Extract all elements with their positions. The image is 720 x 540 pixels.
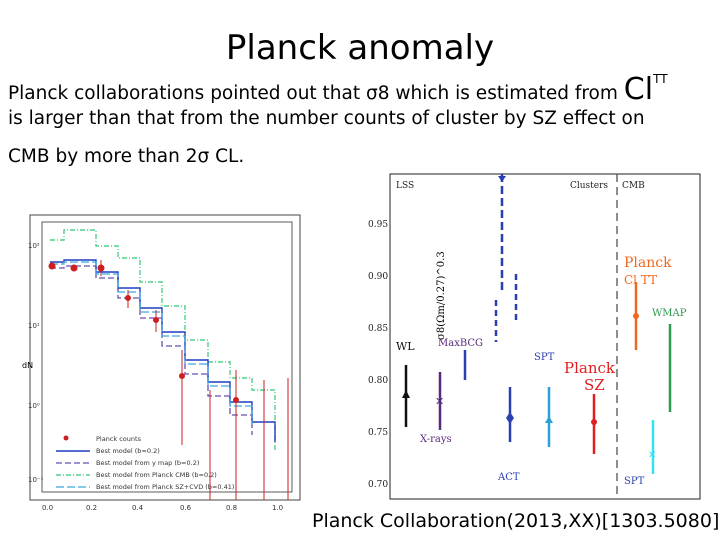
left-ytick-1: 10¹: [28, 322, 40, 330]
paragraph-line-3: CMB by more than 2σ CL.: [8, 146, 245, 167]
paragraph-text-1: Planck collaborations pointed out that σ…: [8, 83, 618, 104]
svg-text:✕: ✕: [648, 450, 656, 461]
left-green-model: [50, 229, 276, 450]
right-ytick-0: 0.70: [368, 480, 388, 490]
right-ytick-2: 0.80: [368, 376, 388, 386]
left-legend-0: Planck counts: [96, 435, 142, 443]
cl-superscript: TT: [653, 72, 668, 86]
cl-symbol: Cl: [623, 72, 654, 107]
right-label-spt-top: SPT: [534, 352, 555, 363]
right-label-sz: SZ: [584, 376, 605, 394]
right-ytick-5: 0.95: [368, 220, 388, 230]
right-label-clusters: Clusters: [570, 181, 608, 191]
left-xtick-2: 0.4: [132, 504, 144, 512]
right-label-wl: WL: [396, 340, 415, 353]
left-ytick-0: 10²: [28, 242, 40, 250]
paragraph-line-2: is larger than that from the number coun…: [8, 108, 645, 129]
right-xrays-marker: ✕: [435, 395, 444, 408]
right-ytick-4: 0.90: [368, 272, 388, 282]
left-legend-3: Best model from Planck CMB (b=0.2): [96, 471, 217, 479]
right-label-wmap: WMAP: [652, 308, 687, 319]
right-label-maxbcg: MaxBCG: [438, 338, 483, 349]
left-xtick-4: 0.8: [226, 504, 237, 512]
right-label-spt-bottom: SPT: [624, 476, 645, 487]
right-label-xrays: X-rays: [420, 434, 452, 445]
page-title: Planck anomaly: [225, 28, 495, 68]
left-ylabel: dN: [22, 361, 33, 370]
right-ytick-1: 0.75: [368, 428, 388, 438]
right-label-act: ACT: [497, 472, 520, 483]
left-xtick-0: 0.0: [42, 504, 53, 512]
left-cyan-model: [50, 261, 253, 424]
left-xtick-3: 0.6: [180, 504, 192, 512]
left-ytick-2: 10⁰: [28, 402, 40, 410]
right-label-cmb: CMB: [622, 181, 645, 191]
citation: Planck Collaboration(2013,XX)[1303.5080]: [312, 510, 720, 532]
right-label-planck-cl: Planck: [624, 255, 672, 271]
right-label-planck-sz: Planck: [564, 359, 616, 377]
left-legend-4: Best model from Planck SZ+CVD (b=0.41): [96, 483, 234, 491]
left-plot: dN 10² 10¹ 10⁰ 10⁻¹ 0.0 0.2 0.4 0.6 0.8 …: [22, 214, 301, 512]
left-planck-counts: [48, 260, 289, 500]
right-label-lss: LSS: [396, 181, 414, 191]
right-label-cl: Cl TT: [624, 273, 657, 287]
right-ylabel: σ8(Ωm/0.27)^0.3: [436, 251, 447, 340]
left-xtick-1: 0.2: [86, 504, 97, 512]
left-ytick-3: 10⁻¹: [28, 476, 44, 484]
paragraph-line-1: Planck collaborations pointed out that σ…: [8, 72, 668, 107]
left-legend-2: Best model from y map (b=0.2): [96, 459, 199, 467]
left-legend-1: Best model (b=0.2): [96, 447, 160, 455]
right-wl-marker: [402, 390, 410, 398]
right-plot: σ8(Ωm/0.27)^0.3 0.70 0.75 0.80 0.85 0.90…: [368, 173, 701, 500]
right-ytick-3: 0.85: [368, 324, 388, 334]
left-xtick-5: 1.0: [272, 504, 283, 512]
